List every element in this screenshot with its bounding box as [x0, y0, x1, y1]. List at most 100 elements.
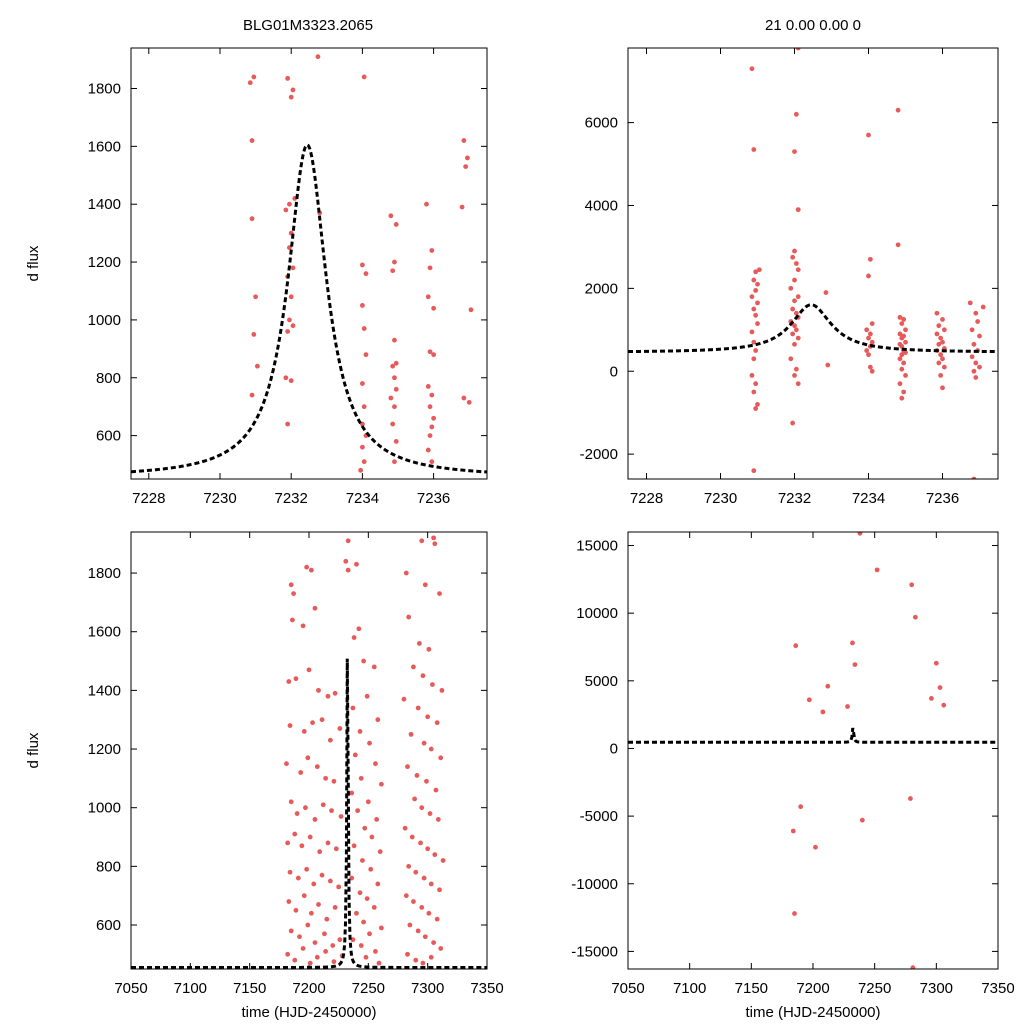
data-point: [349, 790, 355, 796]
data-point: [367, 931, 372, 937]
data-point: [899, 352, 905, 358]
data-point: [393, 222, 399, 227]
data-point: [431, 415, 436, 421]
data-point: [866, 352, 871, 358]
data-point: [806, 697, 812, 703]
data-point: [367, 740, 372, 746]
data-point: [371, 905, 377, 910]
data-point: [426, 910, 432, 916]
data-point: [424, 778, 429, 784]
data-point: [903, 327, 908, 333]
data-point: [820, 709, 826, 715]
data-point: [751, 339, 757, 345]
data-point: [790, 828, 796, 834]
data-point: [333, 846, 339, 852]
data-point: [825, 683, 831, 689]
data-point: [362, 825, 368, 831]
data-point: [431, 352, 436, 358]
data-point: [749, 294, 755, 300]
data-point: [790, 331, 796, 337]
data-point: [303, 805, 308, 811]
data-point: [247, 80, 253, 86]
y-tick-label: 2000: [585, 280, 618, 297]
data-point: [899, 321, 905, 326]
data-point: [795, 335, 801, 341]
data-point: [463, 164, 469, 169]
data-point: [406, 614, 412, 620]
data-point: [285, 951, 291, 957]
data-point: [792, 298, 797, 304]
data-point: [897, 331, 903, 337]
x-tick-label: 7228: [630, 490, 663, 507]
data-point: [329, 808, 334, 814]
data-point: [293, 676, 299, 682]
data-point: [316, 902, 321, 907]
data-point: [392, 404, 397, 410]
data-point: [941, 327, 947, 333]
data-point: [429, 424, 435, 430]
data-point: [392, 375, 397, 381]
data-point: [407, 922, 413, 928]
y-tick-label: 4000: [585, 197, 618, 214]
data-point: [792, 911, 797, 916]
data-point: [788, 356, 794, 362]
data-point: [364, 896, 370, 902]
data-point: [901, 317, 907, 322]
y-tick-label: 1800: [88, 80, 121, 97]
x-tick-label: 7150: [735, 980, 768, 997]
data-point: [823, 290, 829, 295]
data-point: [795, 48, 801, 51]
data-point: [369, 834, 375, 840]
data-point: [406, 863, 412, 869]
data-point: [330, 943, 336, 948]
data-point: [795, 294, 801, 300]
data-point: [315, 54, 321, 60]
data-point: [869, 339, 875, 345]
data-point: [899, 343, 905, 349]
model-curve: [628, 727, 998, 744]
model-curve: [628, 303, 998, 354]
data-point: [418, 840, 423, 846]
data-point: [312, 605, 318, 611]
x-tick-label: 7100: [673, 980, 706, 997]
data-point: [431, 940, 436, 946]
data-point: [437, 591, 442, 596]
data-point: [461, 395, 467, 401]
data-point: [403, 570, 409, 576]
x-tick-label: 7350: [470, 980, 503, 997]
data-point: [401, 696, 407, 702]
data-point: [305, 922, 311, 928]
data-point: [975, 319, 981, 324]
data-point: [788, 285, 794, 291]
data-point: [414, 773, 420, 778]
data-point: [793, 366, 799, 372]
data-point: [413, 957, 419, 963]
data-point: [300, 623, 306, 629]
data-point: [901, 389, 907, 395]
y-tick-label: 600: [96, 917, 121, 934]
data-point: [285, 421, 291, 427]
data-point: [390, 268, 396, 274]
data-point: [440, 858, 446, 863]
data-point: [297, 934, 302, 940]
plot-frame: [627, 47, 999, 480]
data-point: [285, 329, 291, 334]
data-point: [936, 360, 942, 366]
data-point: [249, 138, 255, 143]
data-point: [813, 844, 818, 850]
data-point: [285, 75, 291, 81]
data-point: [435, 817, 441, 822]
data-point: [413, 869, 419, 875]
data-point: [795, 267, 801, 273]
data-point: [751, 356, 757, 362]
data-point: [432, 541, 438, 547]
y-tick-label: 800: [96, 858, 121, 875]
data-point: [354, 561, 359, 567]
data-point: [439, 687, 445, 693]
data-point: [375, 717, 381, 723]
y-tick-label: 800: [96, 370, 121, 387]
data-point: [288, 928, 294, 934]
figure-title-left: BLG01M3323.2065: [243, 17, 373, 34]
y-tick-label: 1000: [88, 800, 121, 817]
data-point: [971, 476, 977, 479]
